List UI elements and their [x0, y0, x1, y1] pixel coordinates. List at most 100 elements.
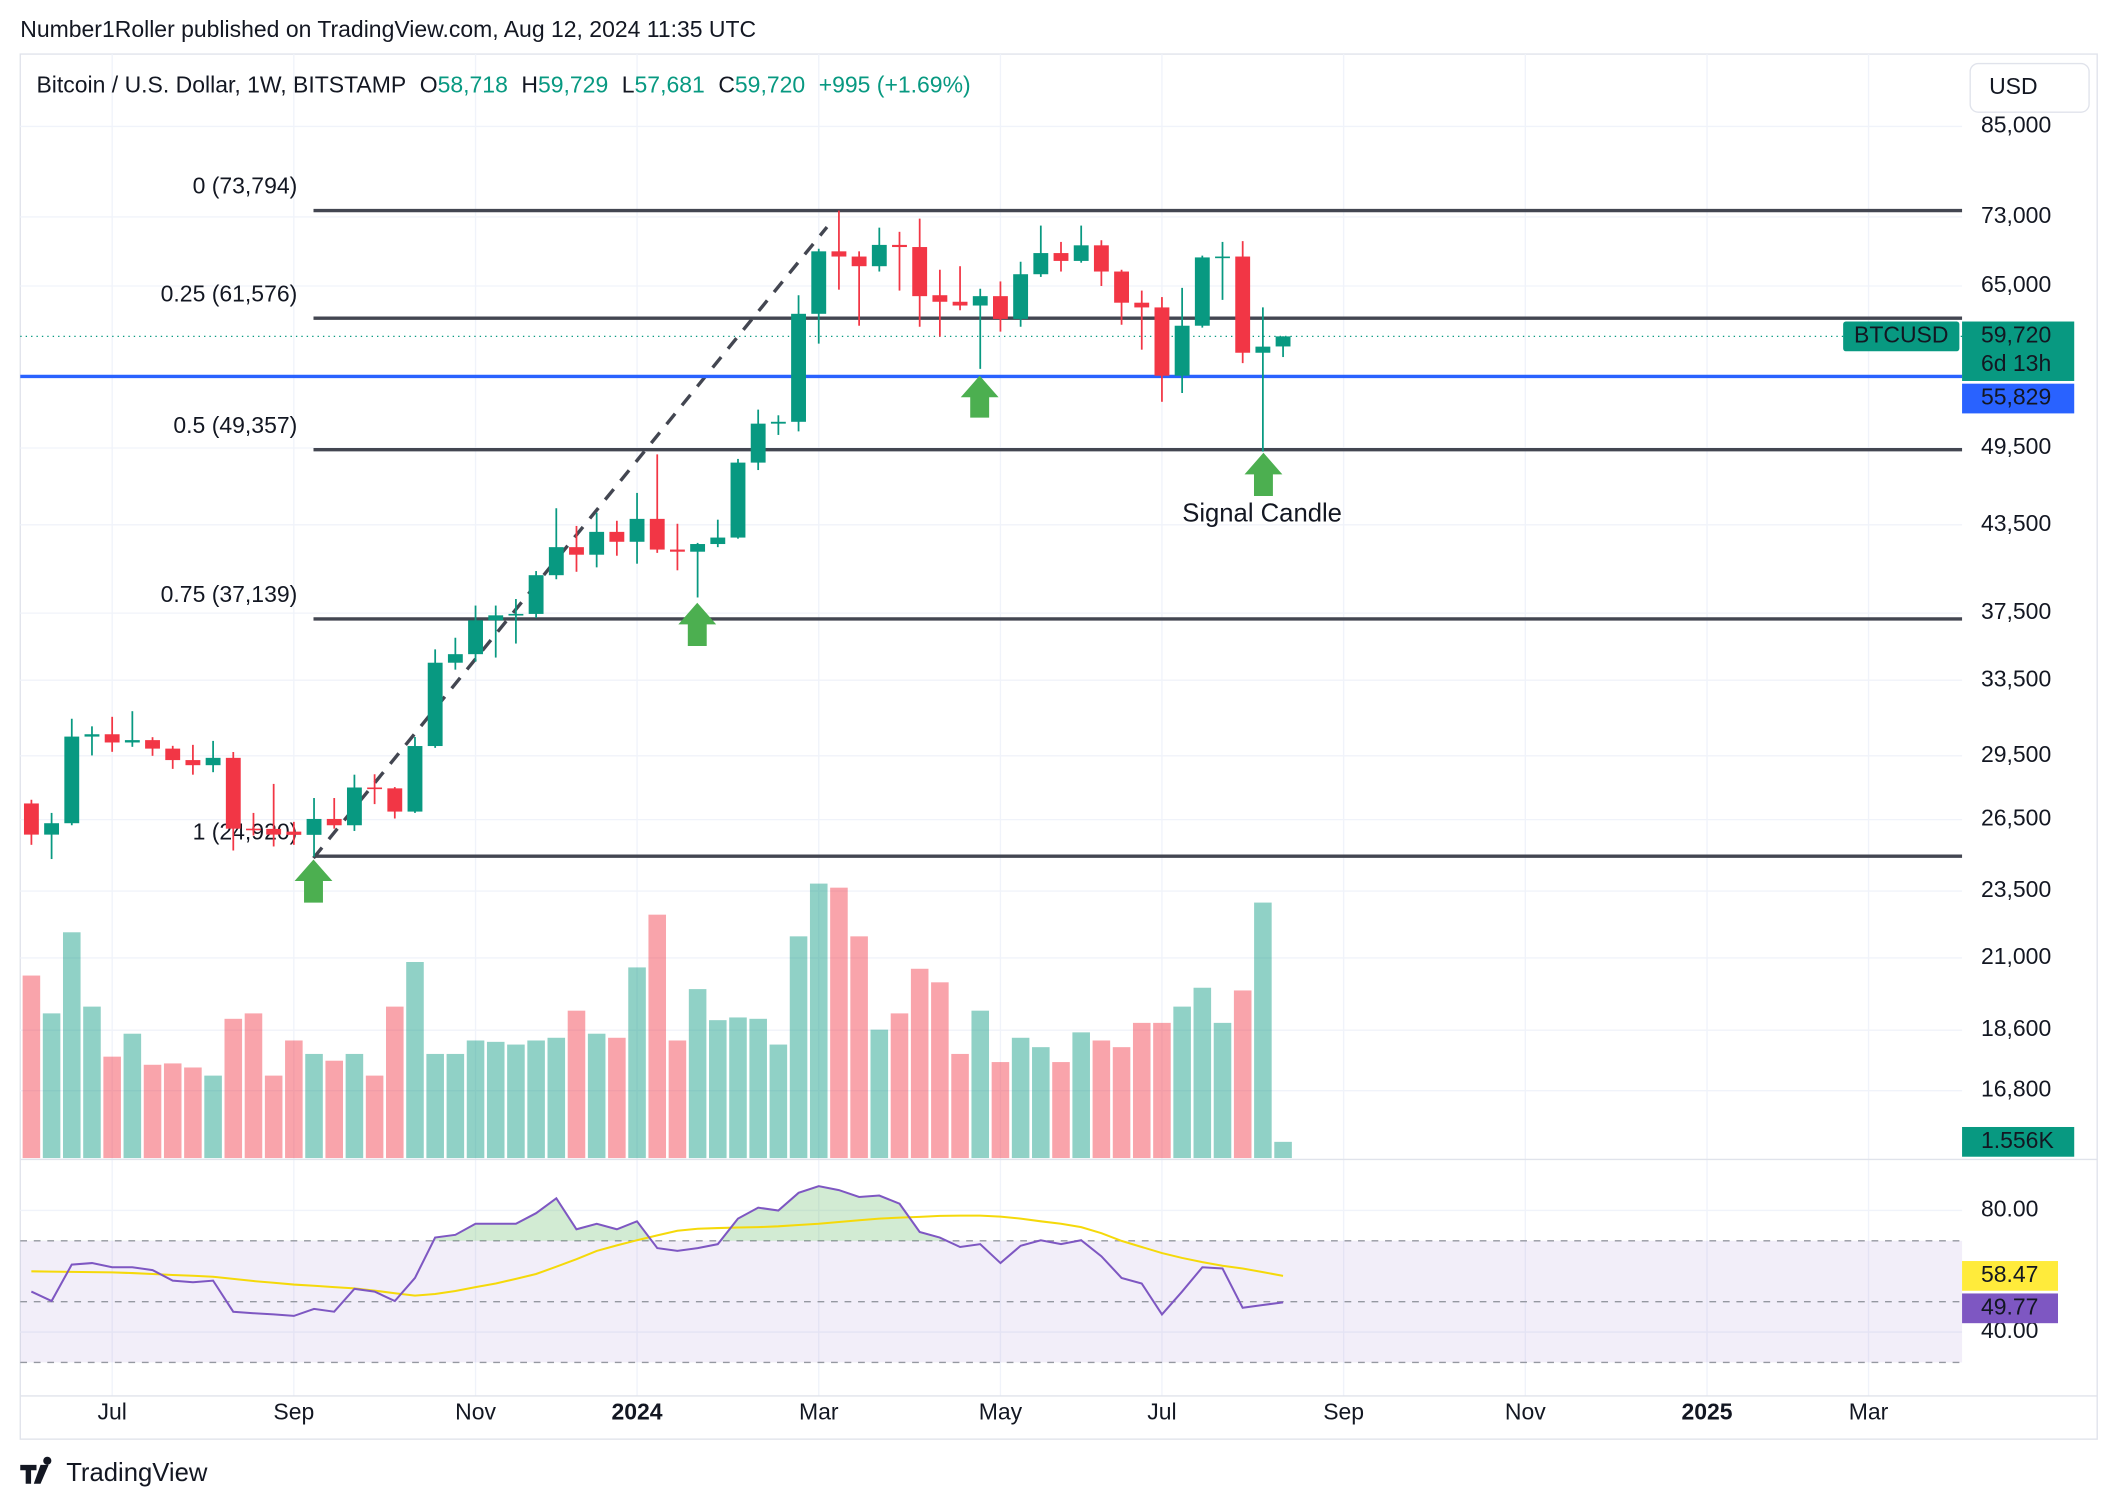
volume-bar [123, 1033, 142, 1159]
y-tick-label: 16,800 [1981, 1076, 2051, 1102]
x-tick-label: May [979, 1399, 1023, 1425]
y-tick-label: 21,000 [1981, 943, 2051, 969]
rsi-tick-label: 80.00 [1981, 1195, 2038, 1221]
fib-label: 0 (73,794) [193, 173, 298, 199]
currency-button[interactable] [1969, 62, 2090, 113]
volume-bar [386, 1006, 404, 1159]
volume-bar [850, 936, 868, 1159]
volume-bar [931, 982, 949, 1159]
candle-body [1053, 253, 1069, 261]
volume-bar [163, 1063, 182, 1159]
ohlc-key: C [718, 72, 735, 98]
candle-body [447, 654, 463, 663]
volume-bar [426, 1053, 444, 1159]
candle-body [912, 247, 928, 297]
ohlc-value: 58,718 [438, 72, 508, 98]
fib-label: 0.25 (61,576) [161, 280, 298, 306]
published-line: Number1Roller published on TradingView.c… [20, 16, 756, 42]
candle-body [84, 734, 100, 737]
candle-body [488, 615, 504, 621]
volume-bar [688, 989, 707, 1159]
x-tick-label: Nov [455, 1399, 496, 1425]
volume-bar [1112, 1047, 1131, 1159]
volume-bar [486, 1041, 505, 1159]
candle-body [468, 620, 483, 655]
volume-bar [1213, 1022, 1232, 1159]
currency-label[interactable]: USD [1989, 73, 2038, 99]
chart-frame [19, 53, 2098, 1440]
volume-bar [264, 1075, 283, 1159]
rsi-pane [20, 1185, 1963, 1364]
candle-body [23, 803, 39, 835]
x-tick-label: Sep [1323, 1399, 1364, 1425]
candle-body [710, 537, 726, 545]
candle-body [346, 787, 362, 826]
candle-body [690, 544, 706, 552]
y-tick-label: 43,500 [1981, 510, 2051, 536]
x-tick-label: 2024 [611, 1399, 662, 1425]
symbol-label: BTCUSD [1854, 321, 1948, 347]
candle-body [1174, 325, 1190, 376]
change: +995 (+1.69%) [819, 72, 971, 98]
candle-body [932, 295, 948, 302]
rsi-ma-box [1962, 1261, 2059, 1291]
price-box [1962, 321, 2075, 381]
volume-bar [1132, 1022, 1151, 1159]
volume-label-box [1962, 1126, 2075, 1157]
drawing-layer: 0 (73,794) 0.25 (61,576) 0.5 (49,357) 0.75 … [20, 173, 1963, 860]
candle-body [851, 256, 867, 267]
candle-body [1255, 346, 1271, 353]
brand: TradingView [66, 1459, 208, 1487]
candle-body [427, 662, 443, 747]
y-tick-label: 49,500 [1981, 433, 2051, 459]
volume-bar [406, 961, 424, 1159]
candle-body [124, 740, 140, 743]
candle-body [205, 757, 221, 766]
x-tick-label: Sep [273, 1399, 314, 1425]
volume-bar [143, 1064, 162, 1159]
ohlc-value: 59,720 [735, 72, 805, 98]
volume-bar [971, 1010, 990, 1159]
volume-bar [305, 1053, 323, 1159]
candle-body [165, 748, 181, 761]
volume-bar [1011, 1037, 1030, 1159]
candle-body [649, 518, 665, 550]
volume-bar [567, 1010, 586, 1159]
x-tick-label: Mar [799, 1399, 839, 1425]
volume-bar [103, 1056, 121, 1159]
fib-label: 0.75 (37,139) [161, 581, 298, 607]
annotation: Signal Candle [1182, 500, 1342, 528]
rsi-line [30, 1185, 1284, 1317]
candle-body [64, 736, 80, 824]
countdown-label: 6d 13h [1981, 350, 2051, 376]
candle-body [831, 251, 847, 257]
candle-body [791, 313, 806, 422]
volume-bar [870, 1029, 889, 1159]
candle-body [1235, 256, 1251, 353]
candle-body [548, 547, 564, 576]
candle-body [1134, 302, 1150, 308]
candle-body [387, 788, 403, 812]
rsi-box [1962, 1293, 2059, 1324]
candle-body [1215, 256, 1230, 259]
candle-body [589, 531, 605, 555]
volume-bar [910, 968, 929, 1159]
fib-label: 0.5 (49,357) [173, 412, 297, 438]
volume-layer [22, 883, 1292, 1159]
candle-body [286, 831, 302, 835]
volume-bar [951, 1053, 969, 1159]
y-tick-label: 26,500 [1981, 805, 2051, 831]
candle-body [952, 301, 968, 306]
y-tick-label: 23,500 [1981, 876, 2051, 902]
candle-body [44, 823, 60, 835]
volume-bar [648, 914, 667, 1159]
volume-bar [527, 1040, 545, 1159]
y-tick-label: 33,500 [1981, 665, 2051, 691]
x-tick-label: 2025 [1681, 1399, 1732, 1425]
logo-mark [20, 1456, 52, 1484]
volume-bar [1173, 1006, 1191, 1159]
candle-body [972, 296, 988, 306]
volume-bar [668, 1040, 687, 1159]
candle-body [811, 251, 827, 314]
